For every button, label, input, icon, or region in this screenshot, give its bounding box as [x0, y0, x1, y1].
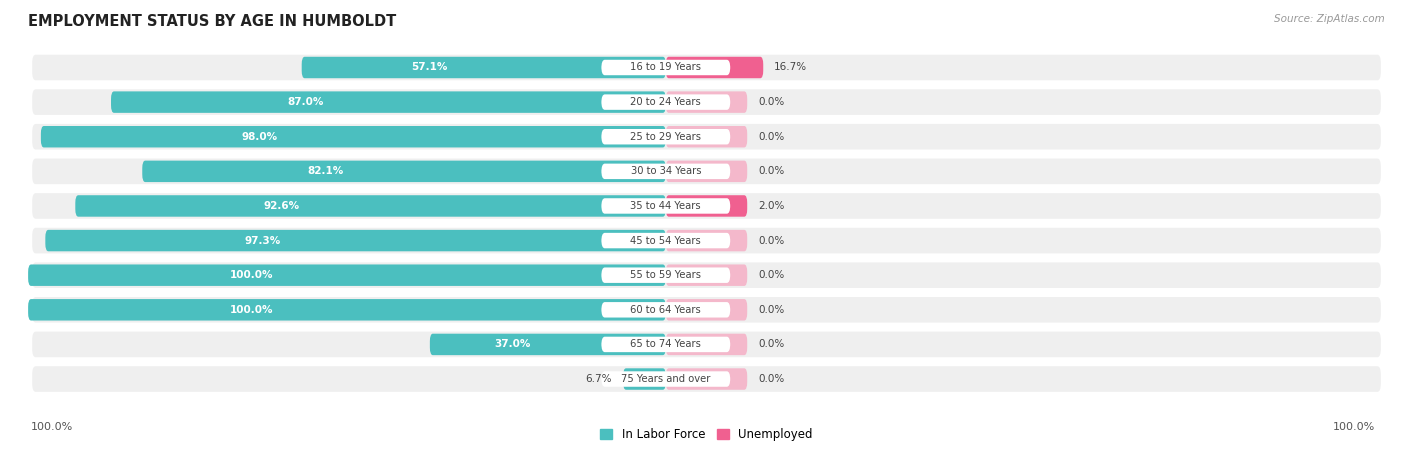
- Text: 30 to 34 Years: 30 to 34 Years: [630, 166, 702, 176]
- FancyBboxPatch shape: [32, 193, 1381, 219]
- FancyBboxPatch shape: [666, 299, 747, 320]
- Text: 55 to 59 Years: 55 to 59 Years: [630, 270, 702, 280]
- FancyBboxPatch shape: [602, 164, 730, 179]
- FancyBboxPatch shape: [41, 126, 666, 148]
- Text: 45 to 54 Years: 45 to 54 Years: [630, 236, 702, 246]
- FancyBboxPatch shape: [430, 334, 666, 355]
- FancyBboxPatch shape: [32, 366, 1381, 392]
- Text: 0.0%: 0.0%: [758, 236, 785, 246]
- Text: 92.6%: 92.6%: [264, 201, 299, 211]
- Text: 16.7%: 16.7%: [775, 63, 807, 72]
- FancyBboxPatch shape: [76, 195, 666, 217]
- FancyBboxPatch shape: [666, 265, 747, 286]
- Text: 98.0%: 98.0%: [242, 132, 277, 142]
- Text: Source: ZipAtlas.com: Source: ZipAtlas.com: [1274, 14, 1385, 23]
- FancyBboxPatch shape: [45, 230, 666, 251]
- Text: 2.0%: 2.0%: [758, 201, 785, 211]
- Text: 100.0%: 100.0%: [229, 270, 273, 280]
- FancyBboxPatch shape: [32, 228, 1381, 253]
- FancyBboxPatch shape: [602, 129, 730, 144]
- FancyBboxPatch shape: [666, 91, 747, 113]
- FancyBboxPatch shape: [602, 60, 730, 75]
- Text: 100.0%: 100.0%: [1333, 422, 1375, 432]
- FancyBboxPatch shape: [666, 195, 747, 217]
- FancyBboxPatch shape: [28, 299, 666, 320]
- FancyBboxPatch shape: [32, 89, 1381, 115]
- Text: 57.1%: 57.1%: [411, 63, 447, 72]
- FancyBboxPatch shape: [602, 302, 730, 318]
- FancyBboxPatch shape: [32, 262, 1381, 288]
- FancyBboxPatch shape: [32, 297, 1381, 323]
- FancyBboxPatch shape: [302, 57, 666, 78]
- Text: 6.7%: 6.7%: [586, 374, 612, 384]
- Text: 0.0%: 0.0%: [758, 132, 785, 142]
- Text: 0.0%: 0.0%: [758, 339, 785, 349]
- FancyBboxPatch shape: [602, 337, 730, 352]
- FancyBboxPatch shape: [623, 368, 666, 390]
- FancyBboxPatch shape: [111, 91, 666, 113]
- Text: 100.0%: 100.0%: [31, 422, 73, 432]
- FancyBboxPatch shape: [666, 368, 747, 390]
- FancyBboxPatch shape: [602, 233, 730, 248]
- FancyBboxPatch shape: [32, 55, 1381, 80]
- FancyBboxPatch shape: [32, 332, 1381, 357]
- FancyBboxPatch shape: [32, 124, 1381, 149]
- Text: 16 to 19 Years: 16 to 19 Years: [630, 63, 702, 72]
- FancyBboxPatch shape: [666, 230, 747, 251]
- Text: 87.0%: 87.0%: [287, 97, 323, 107]
- Text: 75 Years and over: 75 Years and over: [621, 374, 710, 384]
- Text: 20 to 24 Years: 20 to 24 Years: [630, 97, 702, 107]
- Text: 60 to 64 Years: 60 to 64 Years: [630, 305, 702, 315]
- Text: 0.0%: 0.0%: [758, 305, 785, 315]
- Text: 37.0%: 37.0%: [495, 339, 530, 349]
- Legend: In Labor Force, Unemployed: In Labor Force, Unemployed: [596, 423, 817, 446]
- FancyBboxPatch shape: [602, 94, 730, 110]
- Text: 0.0%: 0.0%: [758, 166, 785, 176]
- Text: 82.1%: 82.1%: [308, 166, 343, 176]
- Text: 0.0%: 0.0%: [758, 374, 785, 384]
- Text: 97.3%: 97.3%: [245, 236, 281, 246]
- FancyBboxPatch shape: [602, 198, 730, 214]
- Text: 25 to 29 Years: 25 to 29 Years: [630, 132, 702, 142]
- Text: 65 to 74 Years: 65 to 74 Years: [630, 339, 702, 349]
- FancyBboxPatch shape: [666, 334, 747, 355]
- Text: 100.0%: 100.0%: [229, 305, 273, 315]
- FancyBboxPatch shape: [666, 161, 747, 182]
- FancyBboxPatch shape: [666, 126, 747, 148]
- FancyBboxPatch shape: [32, 158, 1381, 184]
- FancyBboxPatch shape: [142, 161, 666, 182]
- Text: 35 to 44 Years: 35 to 44 Years: [630, 201, 702, 211]
- FancyBboxPatch shape: [666, 57, 763, 78]
- Text: 0.0%: 0.0%: [758, 270, 785, 280]
- FancyBboxPatch shape: [602, 371, 730, 387]
- Text: EMPLOYMENT STATUS BY AGE IN HUMBOLDT: EMPLOYMENT STATUS BY AGE IN HUMBOLDT: [28, 14, 396, 28]
- FancyBboxPatch shape: [602, 267, 730, 283]
- Text: 0.0%: 0.0%: [758, 97, 785, 107]
- FancyBboxPatch shape: [28, 265, 666, 286]
